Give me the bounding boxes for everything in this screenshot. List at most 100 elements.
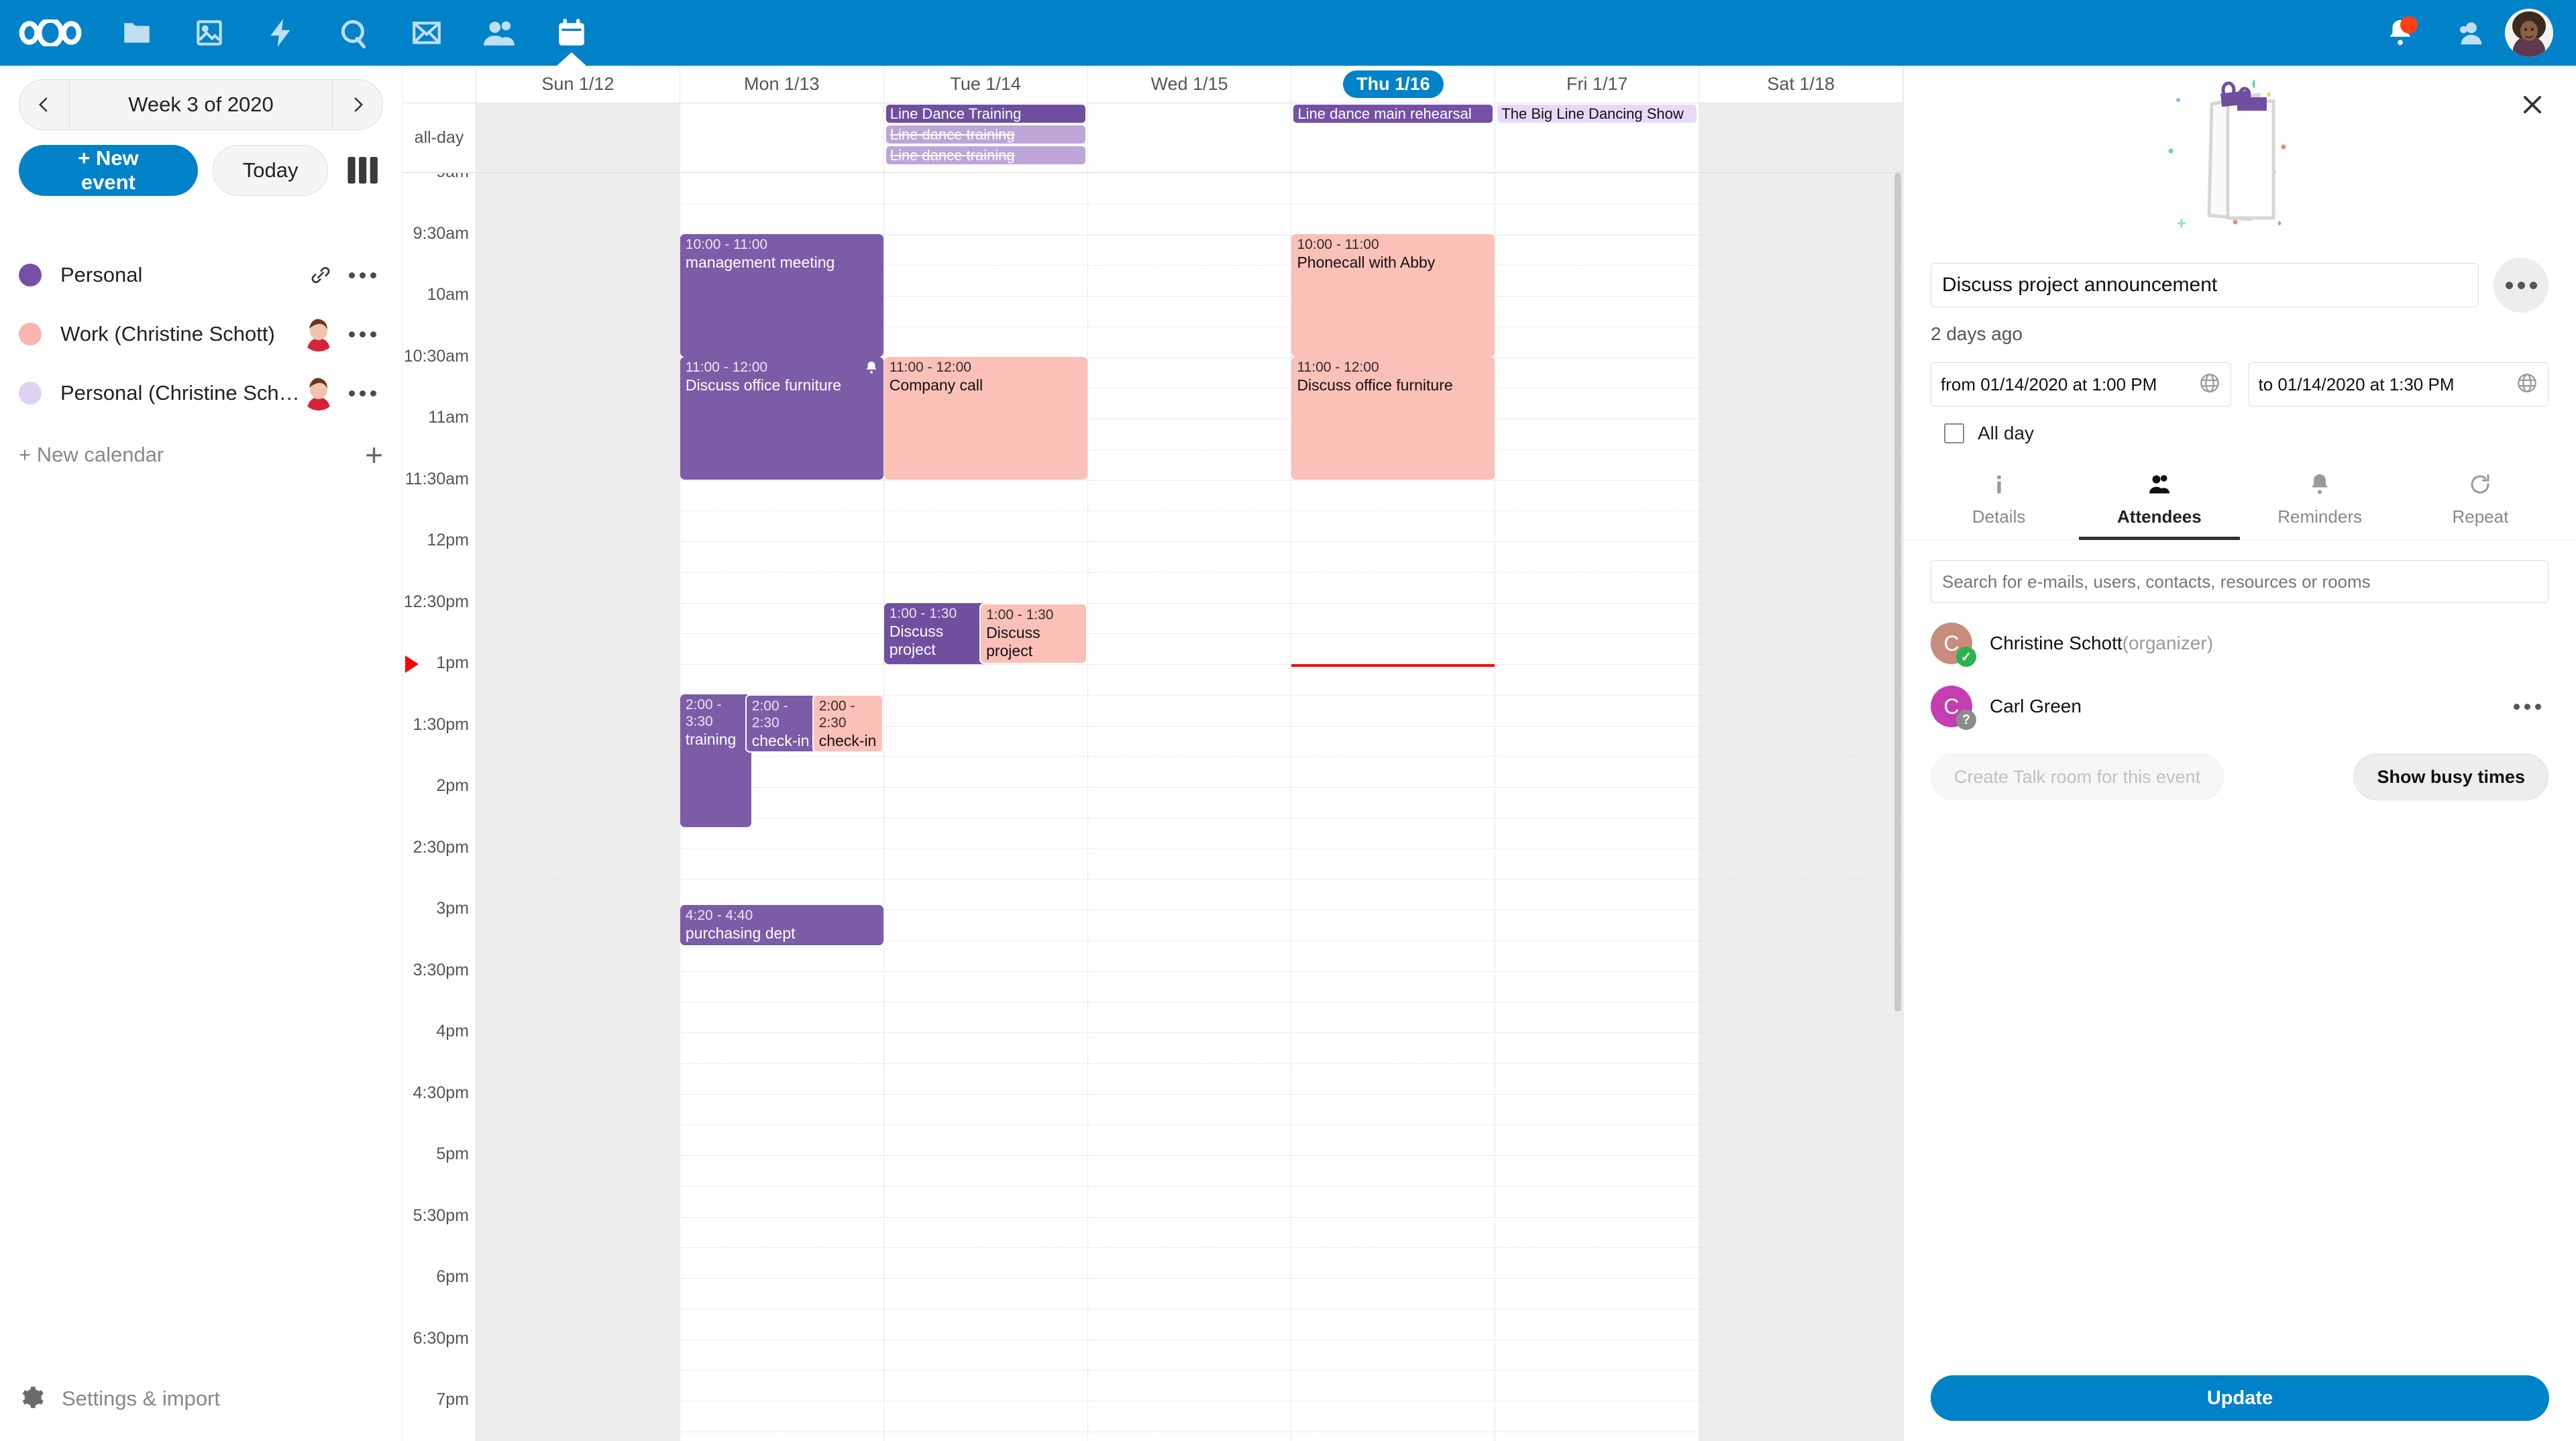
update-button[interactable]: Update (1931, 1375, 2549, 1421)
calendar-event[interactable]: 1:00 - 1:30 Discuss project (979, 603, 1087, 664)
show-busy-times-button[interactable]: Show busy times (2353, 753, 2548, 800)
chevron-left-icon[interactable] (19, 80, 69, 129)
create-talk-room-button[interactable]: Create Talk room for this event (1931, 753, 2224, 800)
day-header-wed[interactable]: Wed 1/15 (1088, 66, 1292, 103)
calendar-event[interactable]: 11:00 - 12:00 Discuss office furniture (1291, 357, 1495, 480)
attendee-search-input[interactable]: Search for e-mails, users, contacts, res… (1931, 560, 2548, 603)
grid-line (680, 541, 883, 542)
grid-line (1699, 725, 1902, 727)
day-header-thu-today[interactable]: Thu 1/16 (1291, 66, 1496, 103)
week-view-icon[interactable] (343, 150, 383, 191)
activity-icon[interactable] (246, 0, 318, 66)
calendar-event[interactable]: 2:00 - 2:30 check-in (812, 694, 883, 753)
all-day-event[interactable]: Line dance training (885, 125, 1085, 144)
calendar-menu-button[interactable] (341, 313, 383, 355)
chevron-right-icon[interactable] (333, 80, 382, 129)
calendar-menu-button[interactable] (341, 372, 383, 414)
day-header-sat[interactable]: Sat 1/18 (1699, 66, 1902, 103)
all-day-cell-tue[interactable]: Line Dance Training Line dance training … (884, 103, 1088, 172)
grid-line (883, 725, 1087, 727)
contacts-menu-icon[interactable] (2435, 0, 2505, 66)
attendee-menu-button[interactable] (2506, 685, 2548, 728)
grid-line (1087, 1216, 1291, 1218)
attendee-row[interactable]: C ? Carl Green (1904, 684, 2575, 730)
day-header-tue[interactable]: Tue 1/14 (884, 66, 1088, 103)
event-end-datetime[interactable]: to 01/14/2020 at 1:30 PM (2248, 362, 2548, 407)
tab-reminders[interactable]: Reminders (2240, 466, 2400, 540)
all-day-event[interactable]: The Big Line Dancing Show (1497, 105, 1697, 123)
photos-icon[interactable] (173, 0, 246, 66)
day-column-thu[interactable]: 10:00 - 11:00 Phonecall with Abby 11:00 - … (1291, 173, 1496, 1441)
day-column-fri[interactable] (1495, 173, 1700, 1441)
circles-icon[interactable] (318, 0, 390, 66)
nextcloud-logo[interactable] (0, 19, 101, 46)
grid-line (1291, 541, 1495, 542)
link-icon[interactable] (300, 254, 341, 296)
day-header-fri[interactable]: Fri 1/17 (1495, 66, 1700, 103)
all-day-event[interactable]: Line dance main rehearsal (1293, 105, 1493, 123)
globe-icon[interactable] (2516, 372, 2538, 398)
time-grid-scroll[interactable]: 9am 9:30am 10am 10:30am 11am 11:30am 12pm 12:30… (402, 173, 1902, 1441)
time-slot: 11am (402, 408, 476, 480)
all-day-cell-mon[interactable] (680, 103, 884, 172)
user-avatar[interactable] (2505, 9, 2553, 57)
current-week-label[interactable]: Week 3 of 2020 (69, 80, 333, 129)
all-day-checkbox-label: All day (1978, 423, 2035, 443)
grid-line (1291, 1032, 1495, 1033)
time-slot: 4:30pm (402, 1083, 476, 1156)
calendar-event[interactable]: 10:00 - 11:00 management meeting (680, 234, 883, 357)
files-icon[interactable] (101, 0, 173, 66)
all-day-event[interactable]: Line Dance Training (885, 105, 1085, 123)
day-header-sun[interactable]: Sun 1/12 (476, 66, 680, 103)
day-column-tue[interactable]: 11:00 - 12:00 Company call 1:00 - 1:30 Disc… (883, 173, 1088, 1441)
settings-and-import-button[interactable]: Settings & import (0, 1375, 402, 1422)
day-column-sat[interactable] (1699, 173, 1902, 1441)
calendar-event[interactable]: 2:00 - 2:30 check-in (745, 694, 816, 753)
all-day-event[interactable]: Line dance training (885, 146, 1085, 164)
day-column-wed[interactable] (1087, 173, 1292, 1441)
new-calendar-button[interactable]: + New calendar + (0, 428, 402, 482)
today-button[interactable]: Today (212, 145, 329, 196)
attendee-row[interactable]: C ✓ Christine Schott(organizer) (1904, 621, 2575, 667)
day-column-mon[interactable]: 10:00 - 11:00 management meeting 11:00 - 1… (680, 173, 884, 1441)
calendar-list-item[interactable]: Work (Christine Schott) (0, 305, 402, 364)
calendar-menu-button[interactable] (341, 254, 383, 296)
event-title-input[interactable] (1931, 263, 2479, 307)
all-day-checkbox[interactable] (1944, 423, 1964, 443)
all-day-cell-wed[interactable] (1088, 103, 1292, 172)
mail-icon[interactable] (390, 0, 463, 66)
calendar-list-item[interactable]: Personal (Christine Scho... (0, 364, 402, 423)
all-day-cell-sat[interactable] (1699, 103, 1902, 172)
day-header-mon[interactable]: Mon 1/13 (680, 66, 884, 103)
contacts-icon[interactable] (463, 0, 535, 66)
grid-line-half (1087, 572, 1291, 573)
calendar-event[interactable]: 11:00 - 12:00 Discuss office furniture (680, 357, 883, 480)
new-event-button[interactable]: + New event (19, 145, 198, 196)
grid-line (680, 971, 883, 972)
calendar-event[interactable]: 4:20 - 4:40 purchasing dept (680, 905, 883, 945)
notifications-bell-icon[interactable] (2365, 0, 2435, 66)
all-day-cell-thu[interactable]: Line dance main rehearsal (1291, 103, 1496, 172)
more-actions-icon[interactable] (2493, 258, 2548, 313)
event-start-datetime[interactable]: from 01/14/2020 at 1:00 PM (1931, 362, 2231, 407)
all-day-cell-sun[interactable] (476, 103, 680, 172)
tab-attendees[interactable]: Attendees (2079, 466, 2240, 540)
calendar-scrollbar[interactable] (1893, 173, 1902, 1441)
calendar-event[interactable]: 10:00 - 11:00 Phonecall with Abby (1291, 234, 1495, 357)
time-slot: 1:30pm (402, 714, 476, 788)
tab-repeat[interactable]: Repeat (2400, 466, 2561, 540)
all-day-checkbox-row[interactable]: All day (1904, 423, 2575, 444)
calendar-icon[interactable] (535, 0, 608, 66)
calendar-event[interactable]: 2:00 - 3:30 training (680, 694, 751, 827)
all-day-cell-fri[interactable]: The Big Line Dancing Show (1495, 103, 1700, 172)
scrollbar-thumb[interactable] (1894, 173, 1901, 1012)
tab-details[interactable]: Details (1919, 466, 2079, 540)
close-icon[interactable] (2511, 83, 2554, 126)
calendar-list-item[interactable]: Personal (0, 246, 402, 305)
plus-icon[interactable]: + (365, 437, 383, 472)
sidebar-actions: + New event Today (19, 145, 383, 196)
globe-icon[interactable] (2198, 372, 2221, 398)
day-column-sun[interactable] (476, 173, 680, 1441)
calendar-event[interactable]: 11:00 - 12:00 Company call (883, 357, 1087, 480)
